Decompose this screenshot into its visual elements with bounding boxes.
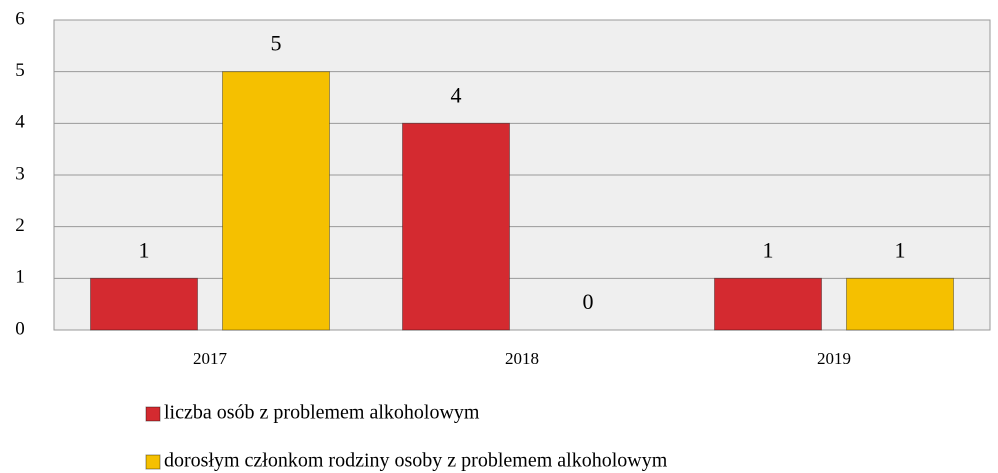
x-tick-label: 2018 — [505, 349, 539, 368]
bar — [846, 277, 954, 331]
bar — [714, 277, 822, 331]
y-tick-label: 5 — [15, 60, 25, 81]
data-label: 5 — [271, 31, 282, 56]
y-tick-label: 1 — [15, 267, 25, 288]
y-tick-label: 6 — [15, 8, 25, 29]
data-label: 4 — [451, 82, 462, 107]
legend-swatch — [145, 406, 161, 422]
data-label: 1 — [763, 237, 774, 262]
y-tick-label: 2 — [15, 215, 25, 236]
legend-label: liczba osób z problemem alkoholowym — [164, 402, 480, 424]
data-label: 1 — [895, 237, 906, 262]
bar — [402, 122, 510, 331]
x-tick-label: 2017 — [193, 349, 228, 368]
bar — [222, 71, 330, 331]
bar — [90, 277, 198, 331]
y-tick-label: 3 — [15, 163, 25, 184]
legend-label: dorosłym członkom rodziny osoby z proble… — [164, 450, 668, 472]
x-tick-label: 2019 — [817, 349, 851, 368]
data-label: 0 — [583, 289, 594, 314]
y-tick-label: 0 — [15, 318, 25, 339]
legend-swatch — [145, 454, 161, 470]
data-label: 1 — [139, 237, 150, 262]
y-tick-label: 4 — [15, 112, 25, 133]
